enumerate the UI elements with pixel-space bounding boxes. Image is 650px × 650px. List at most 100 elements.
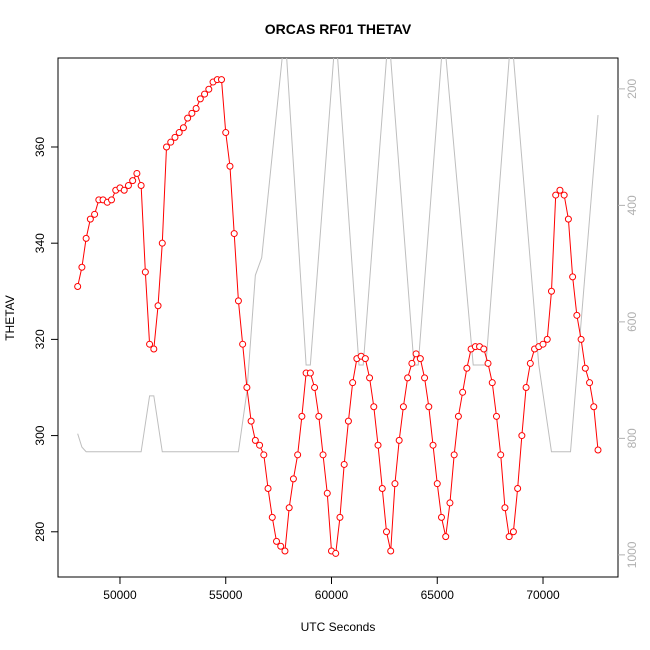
data-point <box>442 533 450 541</box>
data-point <box>404 374 412 382</box>
data-point <box>543 335 551 343</box>
data-point <box>564 215 572 223</box>
data-point <box>382 528 390 536</box>
data-point <box>146 340 154 348</box>
data-point <box>421 374 429 382</box>
data-point <box>137 181 145 189</box>
data-point <box>158 239 166 247</box>
data-point <box>556 186 564 194</box>
data-point <box>196 95 204 103</box>
data-point <box>171 133 179 141</box>
data-point <box>184 114 192 122</box>
x-tick-label: 55000 <box>209 588 243 602</box>
data-point <box>243 383 251 391</box>
data-point <box>277 542 285 550</box>
data-point <box>484 359 492 367</box>
data-point <box>349 379 357 387</box>
data-point <box>230 230 238 238</box>
series-line <box>77 58 599 453</box>
data-point <box>167 138 175 146</box>
data-point <box>437 513 445 521</box>
data-point <box>281 547 289 555</box>
data-point <box>226 162 234 170</box>
data-point <box>150 345 158 353</box>
data-point <box>425 403 433 411</box>
data-point <box>492 412 500 420</box>
data-point <box>247 417 255 425</box>
y-axis-title: THETAV <box>3 295 17 341</box>
data-point <box>408 359 416 367</box>
data-point <box>387 547 395 555</box>
data-point <box>501 504 509 512</box>
data-point <box>514 484 522 492</box>
data-point <box>175 129 183 137</box>
data-point <box>74 282 82 290</box>
data-point <box>412 350 420 358</box>
data-point <box>505 533 513 541</box>
data-point <box>120 186 128 194</box>
data-point <box>179 124 187 132</box>
x-tick-label: 70000 <box>526 588 560 602</box>
data-point <box>323 489 331 497</box>
data-point <box>298 412 306 420</box>
data-point <box>192 105 200 113</box>
data-point <box>573 311 581 319</box>
data-point <box>399 403 407 411</box>
data-point <box>374 441 382 449</box>
data-point <box>294 451 302 459</box>
data-point <box>344 417 352 425</box>
data-point <box>201 90 209 98</box>
x-tick-label: 65000 <box>421 588 455 602</box>
y-tick-label: 360 <box>33 137 47 157</box>
data-point <box>133 169 141 177</box>
data-point <box>552 191 560 199</box>
data-point <box>78 263 86 271</box>
data-point <box>154 302 162 310</box>
data-point <box>108 196 116 204</box>
data-point <box>539 340 547 348</box>
data-point <box>463 364 471 372</box>
data-point <box>366 374 374 382</box>
data-point <box>332 549 340 557</box>
data-point <box>518 432 526 440</box>
data-point <box>433 480 441 488</box>
data-point <box>124 181 132 189</box>
data-point <box>251 436 259 444</box>
data-point <box>268 513 276 521</box>
data-point <box>560 191 568 199</box>
data-point <box>459 388 467 396</box>
data-point <box>311 383 319 391</box>
data-point <box>497 451 505 459</box>
plot-box <box>57 57 619 578</box>
data-point <box>391 480 399 488</box>
data-point <box>336 513 344 521</box>
y2-tick-label: 800 <box>625 428 639 448</box>
y2-tick-label: 200 <box>625 79 639 99</box>
data-point <box>218 76 226 84</box>
data-point <box>488 379 496 387</box>
data-point <box>256 441 264 449</box>
data-point <box>450 451 458 459</box>
data-point <box>260 451 268 459</box>
data-point <box>289 475 297 483</box>
data-point <box>273 537 281 545</box>
data-point <box>188 109 196 117</box>
data-point <box>577 335 585 343</box>
data-point <box>370 403 378 411</box>
x-tick-label: 50000 <box>103 588 137 602</box>
y-tick-label: 320 <box>33 329 47 349</box>
data-point <box>522 383 530 391</box>
data-point <box>590 403 598 411</box>
data-point <box>82 234 90 242</box>
y2-tick-label: 1000 <box>625 541 639 568</box>
data-point <box>285 504 293 512</box>
x-axis-title: UTC Seconds <box>301 620 376 634</box>
data-point <box>446 499 454 507</box>
y2-tick-label: 400 <box>625 195 639 215</box>
data-point <box>319 451 327 459</box>
data-point <box>340 460 348 468</box>
data-point <box>526 359 534 367</box>
x-tick-label: 60000 <box>315 588 349 602</box>
plot-area <box>74 58 602 557</box>
